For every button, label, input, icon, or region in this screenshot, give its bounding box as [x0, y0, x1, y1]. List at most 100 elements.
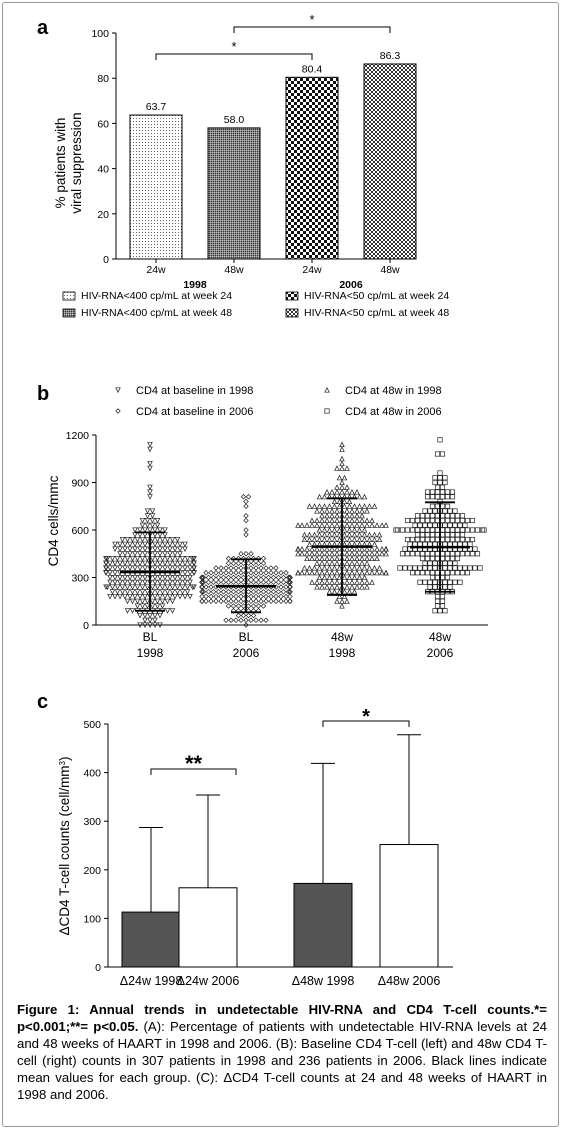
panel-b-point [414, 513, 421, 519]
panel-b-point [154, 517, 161, 524]
panel-b-point [238, 593, 244, 600]
panel-b-point [434, 551, 441, 557]
panel-b-point [132, 593, 138, 600]
panel-b-point [321, 531, 328, 538]
panel-b-point [233, 565, 239, 571]
panel-b-point [109, 555, 116, 562]
panel-c-ytick-label: 0 [95, 962, 101, 974]
panel-b-point [452, 560, 458, 566]
panel-b-point [218, 593, 224, 600]
panel-b-group-label: 2006 [233, 646, 260, 660]
panel-b-point [137, 560, 143, 567]
panel-b-point [182, 541, 188, 548]
panel-b-point [321, 527, 328, 533]
panel-b-point [329, 517, 335, 524]
panel-b-point [417, 579, 423, 585]
panel-b-point [137, 551, 143, 557]
panel-b-point [464, 517, 471, 524]
panel-b-point [309, 550, 315, 557]
panel-b-point [449, 570, 456, 576]
panel-b-point [117, 579, 123, 586]
panel-b-point [258, 565, 264, 571]
panel-b-point [139, 536, 146, 543]
panel-b-point [331, 527, 338, 533]
panel-b-point [344, 569, 350, 576]
panel-b-point [103, 560, 109, 567]
panel-b-point [122, 541, 128, 548]
panel-b-point [447, 579, 453, 585]
panel-b-point [309, 555, 315, 562]
panel-b-point [474, 551, 481, 557]
panel-b-group-label: 1998 [137, 646, 164, 660]
panel-b-point [144, 508, 151, 514]
panel-b-point [314, 508, 320, 514]
panel-b-point [154, 589, 161, 595]
panel-b-point [442, 608, 448, 614]
panel-b-point [344, 584, 350, 590]
panel-b-point [255, 603, 262, 609]
panel-b-point [139, 589, 146, 595]
panel-b-point [253, 565, 259, 571]
panel-b-point [208, 570, 214, 576]
panel-b-point [243, 551, 249, 557]
panel-b-xtick-label: BL [239, 630, 254, 644]
panel-b-point [424, 513, 431, 519]
panel-b-point [233, 598, 239, 604]
panel-b-point [273, 598, 279, 604]
panel-a-legend-swatch [285, 308, 299, 318]
panel-b-point [454, 555, 461, 562]
panel-b-point [331, 503, 338, 509]
panel-b-point [245, 555, 252, 562]
panel-b-point [109, 584, 116, 590]
panel-b-point [383, 546, 389, 552]
panel-b-point [199, 579, 205, 585]
panel-b-point [122, 579, 128, 586]
panel-b-point [434, 598, 441, 604]
panel-b-point [311, 565, 318, 571]
panel-b-point [376, 536, 383, 543]
panel-b-point [287, 579, 293, 585]
panel-b-point [371, 503, 378, 509]
panel-b-point [419, 551, 426, 557]
panel-b-point [434, 494, 441, 500]
panel-b-point [223, 570, 229, 576]
panel-b-point [419, 513, 426, 519]
panel-b-point [152, 612, 158, 619]
panel-a-legend-text: HIV-RNA<50 cp/mL at week 48 [304, 307, 449, 319]
panel-b-point [230, 579, 237, 585]
panel-b-point [324, 569, 330, 576]
panel-b-ytick-label: 600 [71, 525, 89, 537]
panel-b-point [248, 570, 254, 576]
panel-b-point [452, 565, 458, 571]
panel-b-point [336, 536, 343, 543]
panel-b-point [369, 522, 375, 528]
panel-b-point [447, 560, 453, 566]
panel-b-point [464, 551, 471, 557]
panel-b-point [159, 584, 166, 590]
panel-a-ytick-label: 80 [97, 73, 109, 85]
panel-b-point [157, 622, 163, 628]
panel-a-legend-swatch [62, 308, 76, 318]
panel-b-point [184, 589, 191, 595]
panel-b-point [203, 570, 209, 576]
panel-b-point [437, 479, 443, 486]
panel-a-legend-swatch [285, 291, 299, 301]
panel-b-point [427, 565, 433, 571]
panel-b-point [167, 593, 173, 600]
panel-b-point [182, 560, 188, 567]
panel-b-point [329, 508, 335, 514]
panel-c-ylabel: ΔCD4 T-cell counts (cell/mm3) [57, 756, 72, 935]
panel-b-point [104, 555, 111, 562]
panel-b-point [429, 536, 436, 543]
panel-b-point [449, 527, 456, 533]
panel-b-point [336, 531, 343, 538]
panel-b-point [107, 593, 113, 600]
panel-b-point [334, 555, 340, 562]
panel-b-point [174, 555, 181, 562]
panel-b-point [191, 584, 197, 590]
panel-b-point [341, 531, 348, 538]
panel-b-point [319, 584, 325, 590]
panel-b-point [132, 560, 138, 567]
panel-b-point [329, 584, 335, 590]
panel-b-point [439, 484, 446, 490]
